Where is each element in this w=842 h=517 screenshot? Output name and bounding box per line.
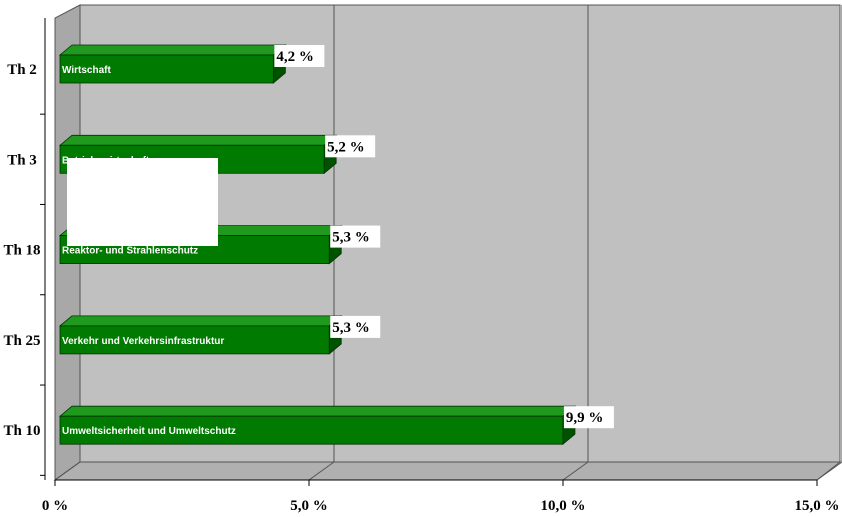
value-label-box (274, 45, 325, 67)
floor-grid-line (308, 461, 335, 481)
x-tick-label: 0 % (42, 498, 68, 514)
y-tick-label: Th 2 (7, 62, 37, 78)
redaction-box (67, 158, 218, 246)
y-tick-label: Th 25 (3, 333, 40, 349)
value-label: 9,9 % (566, 410, 604, 426)
value-label: 5,3 % (332, 320, 370, 336)
y-tick-label: Th 10 (3, 423, 40, 439)
bar (59, 325, 330, 355)
floor (53, 461, 842, 481)
floor-grid-line (54, 461, 81, 481)
floor-grid-line (562, 461, 589, 481)
bar (59, 415, 564, 445)
bar-label: Verkehr und Verkehrsinfrastruktur (62, 336, 224, 347)
x-tick-label: 10,0 % (541, 498, 586, 514)
value-label-box (330, 315, 381, 338)
bar-label: Reaktor- und Strahlenschutz (62, 246, 198, 257)
value-label-box (563, 406, 614, 429)
value-label: 5,2 % (327, 139, 365, 155)
bar-top (58, 44, 287, 56)
y-tick-label: Th 18 (3, 243, 40, 259)
bar-label: Betriebswirtschaft (62, 155, 150, 166)
x-tick-label: 5,0 % (290, 498, 328, 514)
labels: 0 % 5,0 % 10,0 % 15,0 % Wirtschaft 4,2 % Th 2 B… (3, 45, 840, 514)
bar-label: Umweltsicherheit und Umweltschutz (62, 426, 236, 437)
x-tick-label: 15,0 % (795, 498, 840, 514)
y-tick-label: Th 3 (7, 152, 37, 168)
value-label-box (325, 135, 376, 158)
bar-top (58, 134, 338, 146)
floor-grid-line (816, 461, 842, 481)
bar-top (58, 405, 577, 417)
bar-label: Wirtschaft (62, 65, 111, 76)
bar-top (58, 315, 343, 327)
value-label: 5,3 % (332, 230, 370, 246)
value-label: 4,2 % (276, 49, 314, 65)
bar (59, 54, 274, 84)
value-label-box (330, 225, 381, 248)
